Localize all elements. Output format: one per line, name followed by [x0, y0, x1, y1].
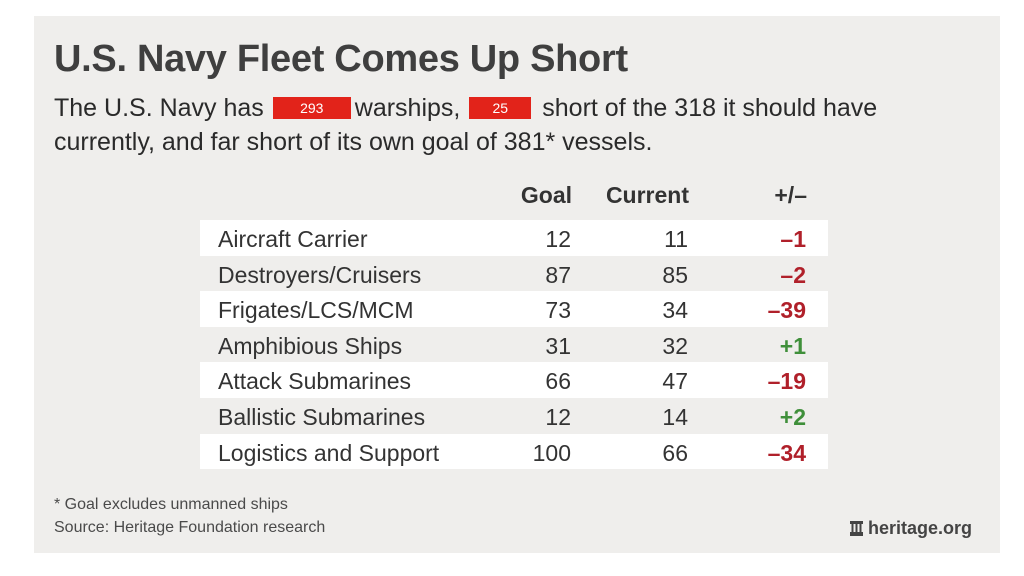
row-name: Aircraft Carrier	[218, 226, 368, 252]
chart-title: U.S. Navy Fleet Comes Up Short	[54, 38, 628, 80]
row-current: 32	[662, 332, 688, 359]
brand: heritage.org	[849, 518, 972, 539]
row-goal: 100	[532, 439, 571, 466]
row-current: 47	[662, 368, 688, 395]
row-diff: –34	[767, 439, 806, 466]
table-row: Aircraft Carrier 12 11 –1	[200, 220, 828, 256]
table-row: Destroyers/Cruisers 87 85 –2	[200, 256, 828, 292]
infographic-card: U.S. Navy Fleet Comes Up Short The U.S. …	[34, 16, 1000, 553]
row-name: Frigates/LCS/MCM	[218, 297, 414, 324]
footnote: * Goal excludes unmanned ships	[54, 496, 288, 513]
row-current: 85	[662, 261, 688, 288]
chart-subtitle: The U.S. Navy has 293 warships, 25 short …	[54, 91, 974, 159]
row-name: Amphibious Ships	[218, 332, 403, 359]
row-goal: 31	[545, 332, 571, 359]
subtitle-part-3: short of the 318 it should have	[542, 94, 878, 122]
table-row: Ballistic Submarines 12 14 +2	[200, 398, 828, 434]
row-name: Logistics and Support	[218, 439, 440, 466]
row-goal: 12	[545, 226, 571, 252]
row-diff: +1	[779, 332, 806, 359]
row-diff: –1	[780, 226, 806, 252]
table-row: Logistics and Support 100 66 –34	[200, 433, 828, 470]
row-goal: 66	[545, 368, 571, 395]
row-current: 66	[662, 439, 688, 466]
subtitle-line-2: currently, and far short of its own goal…	[54, 128, 653, 156]
source-note: Source: Heritage Foundation research	[54, 519, 326, 536]
row-current: 11	[664, 226, 688, 252]
table-row: Frigates/LCS/MCM 73 34 –39	[200, 291, 828, 327]
row-diff: –19	[767, 368, 806, 395]
subtitle-line-1: The U.S. Navy has 293 warships, 25 short …	[54, 91, 974, 125]
row-diff: –39	[767, 297, 806, 324]
table-row: Attack Submarines 66 47 –19	[200, 362, 828, 398]
row-goal: 12	[545, 403, 571, 430]
row-name: Attack Submarines	[218, 368, 412, 395]
subtitle-part-2: warships,	[354, 94, 461, 122]
highlight-warships-count: 293	[272, 97, 351, 119]
brand-label: heritage.org	[867, 518, 972, 538]
row-name: Ballistic Submarines	[218, 403, 426, 430]
row-diff: +2	[779, 403, 806, 430]
highlight-shortfall-count: 25	[469, 97, 532, 119]
row-goal: 87	[545, 261, 571, 288]
row-goal: 73	[545, 297, 571, 324]
column-header-current: Current	[605, 182, 689, 208]
table-row: Amphibious Ships 31 32 +1	[200, 327, 828, 363]
row-diff: –2	[780, 261, 806, 288]
column-header-diff: +/–	[774, 182, 807, 208]
column-header-goal: Goal	[520, 182, 572, 208]
row-name: Destroyers/Cruisers	[218, 261, 422, 288]
heritage-logo-icon	[849, 521, 863, 536]
fleet-table: Aircraft Carrier 12 11 –1 Destroyers/Cruiser…	[200, 220, 828, 470]
subtitle-part-1: The U.S. Navy has	[54, 94, 264, 122]
row-current: 14	[662, 403, 688, 430]
row-current: 34	[662, 297, 688, 324]
